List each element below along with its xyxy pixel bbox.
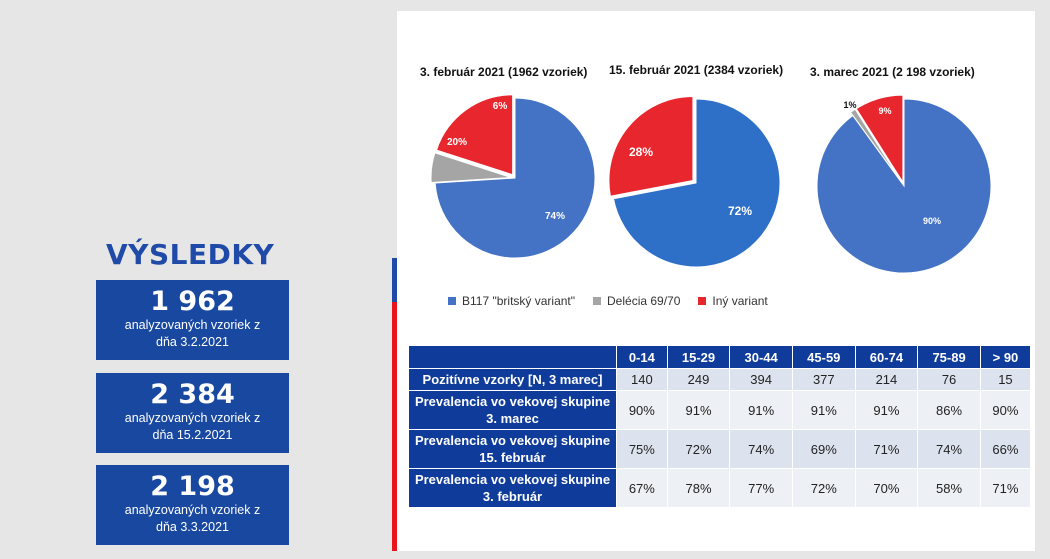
row-label: Prevalencia vo vekovej skupine 3. februá… (409, 469, 616, 507)
col-header: > 90 (980, 346, 1030, 368)
table-cell: 15 (980, 369, 1030, 390)
chart-legend: B117 "britský variant" Delécia 69/70 Iný… (448, 294, 768, 308)
stat-line1: analyzovaných vzoriek z (124, 411, 261, 425)
results-heading: VÝSLEDKY (106, 238, 275, 271)
legend-item-b117: B117 "britský variant" (448, 294, 575, 308)
pie-chart-feb15: 72% 28% (608, 95, 781, 268)
accent-bar-blue (392, 258, 397, 302)
table-cell: 249 (667, 369, 730, 390)
legend-item-iny: Iný variant (698, 294, 768, 308)
pie-slice (855, 94, 904, 184)
legend-swatch-red (698, 297, 707, 305)
legend-label: B117 "britský variant" (462, 294, 576, 308)
pie-chart-mar3: 90% 1% 9% (816, 94, 992, 274)
table-corner (409, 346, 616, 368)
pie-title-mar3: 3. marec 2021 (2 198 vzoriek) (810, 65, 975, 79)
col-header: 60-74 (855, 346, 918, 368)
pie-data-label: 90% (923, 216, 941, 226)
table-row: Prevalencia vo vekovej skupine 3. februá… (409, 469, 1030, 507)
table-cell: 69% (792, 430, 855, 468)
table-cell: 91% (730, 391, 792, 429)
row-label: Prevalencia vo vekovej skupine 15. febru… (409, 430, 616, 468)
table-cell: 78% (667, 469, 730, 507)
col-header: 30-44 (730, 346, 792, 368)
pie-slice (435, 94, 514, 176)
stat-line2: dňa 15.2.2021 (152, 428, 233, 442)
accent-bar-red (392, 302, 397, 551)
table-cell: 72% (667, 430, 730, 468)
legend-label: Delécia 69/70 (607, 294, 681, 308)
table-cell: 91% (792, 391, 855, 429)
pie-slice (849, 108, 903, 183)
table-cell: 70% (855, 469, 918, 507)
stat-box-mar3: 2 198 analyzovaných vzoriek z dňa 3.3.20… (96, 465, 289, 545)
table-cell: 91% (667, 391, 730, 429)
pie-data-label: 6% (493, 101, 508, 112)
pie-title-feb3: 3. február 2021 (1962 vzoriek) (420, 65, 588, 79)
col-header: 75-89 (918, 346, 980, 368)
table-cell: 74% (918, 430, 980, 468)
pie-data-label: 9% (878, 106, 891, 116)
legend-swatch-gray (593, 297, 602, 305)
stat-line1: analyzovaných vzoriek z (124, 503, 261, 517)
stat-number: 2 198 (150, 471, 235, 502)
table-cell: 72% (792, 469, 855, 507)
stat-box-feb15: 2 384 analyzovaných vzoriek z dňa 15.2.2… (96, 373, 289, 453)
pie-data-label: 1% (843, 100, 856, 110)
legend-label: Iný variant (712, 294, 768, 308)
table-cell: 140 (617, 369, 667, 390)
legend-swatch-blue (448, 297, 456, 305)
table-cell: 86% (918, 391, 980, 429)
table-row: Prevalencia vo vekovej skupine 3. marec … (409, 391, 1030, 429)
pie-slice (434, 97, 596, 259)
table-cell: 66% (980, 430, 1030, 468)
table-cell: 58% (918, 469, 980, 507)
table-row: Pozitívne vzorky [N, 3 marec] 140 249 39… (409, 369, 1030, 390)
table-cell: 75% (617, 430, 667, 468)
pie-chart-feb3: 74% 6% 20% (430, 94, 596, 259)
table-cell: 377 (792, 369, 855, 390)
pie-title-feb15: 15. február 2021 (2384 vzoriek) (609, 63, 784, 77)
col-header: 15-29 (667, 346, 730, 368)
stat-line2: dňa 3.2.2021 (156, 335, 229, 349)
stat-box-feb3: 1 962 analyzovaných vzoriek z dňa 3.2.20… (96, 280, 289, 360)
table-row: Prevalencia vo vekovej skupine 15. febru… (409, 430, 1030, 468)
stat-number: 2 384 (150, 379, 235, 410)
col-header: 45-59 (792, 346, 855, 368)
pie-data-label: 28% (629, 145, 653, 159)
row-label: Prevalencia vo vekovej skupine 3. marec (409, 391, 616, 429)
table-header-row: 0-14 15-29 30-44 45-59 60-74 75-89 > 90 (409, 346, 1030, 368)
pie-data-label: 72% (728, 204, 752, 218)
pie-data-label: 20% (447, 137, 467, 148)
table-cell: 76 (918, 369, 980, 390)
row-label: Pozitívne vzorky [N, 3 marec] (409, 369, 616, 390)
pie-slice (612, 98, 781, 268)
pie-slice (608, 95, 694, 197)
age-group-table: 0-14 15-29 30-44 45-59 60-74 75-89 > 90 … (408, 345, 1031, 508)
table-cell: 67% (617, 469, 667, 507)
pie-slice (816, 98, 992, 274)
table-cell: 91% (855, 391, 918, 429)
legend-item-delecia: Delécia 69/70 (593, 294, 680, 308)
pie-data-label: 74% (545, 211, 565, 222)
stat-number: 1 962 (150, 286, 235, 317)
pie-slice (430, 152, 512, 184)
stat-line2: dňa 3.3.2021 (156, 520, 229, 534)
table-cell: 90% (980, 391, 1030, 429)
table-cell: 394 (730, 369, 792, 390)
table-cell: 71% (855, 430, 918, 468)
table-cell: 74% (730, 430, 792, 468)
stat-line1: analyzovaných vzoriek z (124, 318, 261, 332)
table-cell: 214 (855, 369, 918, 390)
table-cell: 71% (980, 469, 1030, 507)
col-header: 0-14 (617, 346, 667, 368)
table-cell: 90% (617, 391, 667, 429)
table-cell: 77% (730, 469, 792, 507)
